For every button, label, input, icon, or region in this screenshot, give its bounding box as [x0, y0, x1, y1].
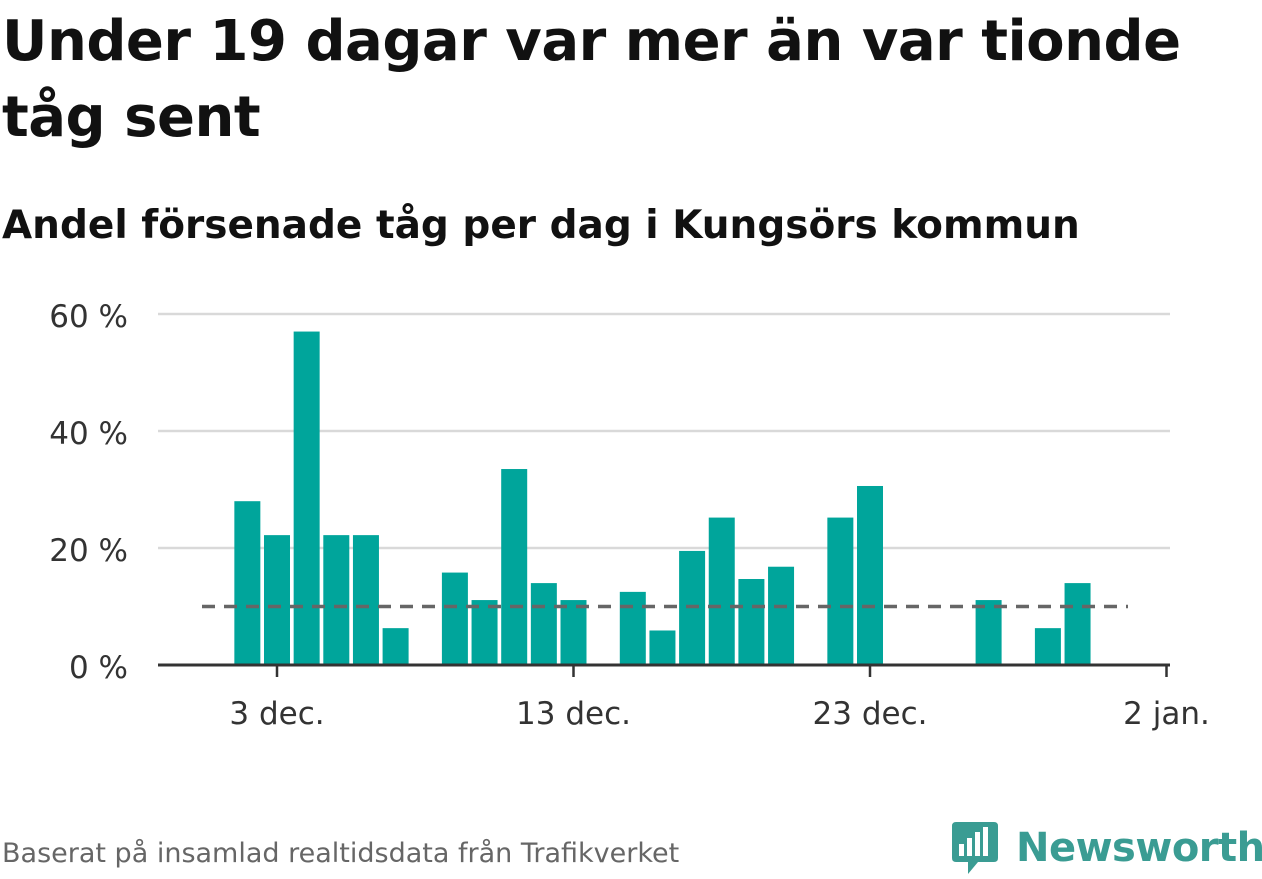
bar	[708, 517, 735, 665]
bar	[234, 501, 261, 665]
chart-title: Under 19 dagar var mer än var tionde tåg…	[2, 9, 1181, 150]
bar	[323, 535, 350, 665]
source-note: Baserat på insamlad realtidsdata från Tr…	[2, 838, 680, 869]
x-tick-label: 23 dec.	[813, 696, 928, 732]
newsworthy-logo-icon	[952, 822, 998, 874]
y-tick-label: 0 %	[69, 650, 128, 686]
bars	[234, 331, 1091, 665]
x-tick-label: 3 dec.	[229, 696, 324, 732]
bar	[560, 600, 587, 665]
bar	[471, 600, 498, 665]
x-tick-label: 13 dec.	[516, 696, 631, 732]
bar	[501, 469, 528, 665]
y-axis-ticks: 0 % 20 % 40 % 60 %	[49, 299, 128, 686]
bar	[352, 535, 379, 665]
newsworthy-logo: Newsworthy	[950, 818, 1262, 878]
bar	[530, 583, 557, 665]
y-tick-label: 60 %	[49, 299, 128, 335]
bar	[619, 591, 646, 665]
y-tick-label: 20 %	[49, 533, 128, 569]
bar	[264, 535, 290, 665]
bar	[768, 566, 795, 665]
bar	[1064, 583, 1091, 665]
bar-chart: 0 % 20 % 40 % 60 % 3 dec. 13 dec. 23 dec. 2 ja…	[49, 299, 1210, 732]
bar	[738, 579, 765, 665]
logo-text: Newsworthy	[1016, 825, 1262, 871]
bar	[975, 600, 1002, 665]
bar	[857, 485, 883, 665]
bar	[1034, 628, 1061, 665]
x-axis-ticks: 3 dec. 13 dec. 23 dec. 2 jan.	[229, 665, 1210, 732]
x-tick-label: 2 jan.	[1123, 696, 1210, 732]
bar	[293, 331, 320, 665]
bar	[382, 628, 409, 665]
bar	[649, 630, 676, 665]
bar	[441, 572, 468, 665]
y-tick-label: 40 %	[49, 416, 128, 452]
chart-subtitle: Andel försenade tåg per dag i Kungsörs k…	[2, 203, 1080, 248]
bar	[827, 517, 854, 665]
